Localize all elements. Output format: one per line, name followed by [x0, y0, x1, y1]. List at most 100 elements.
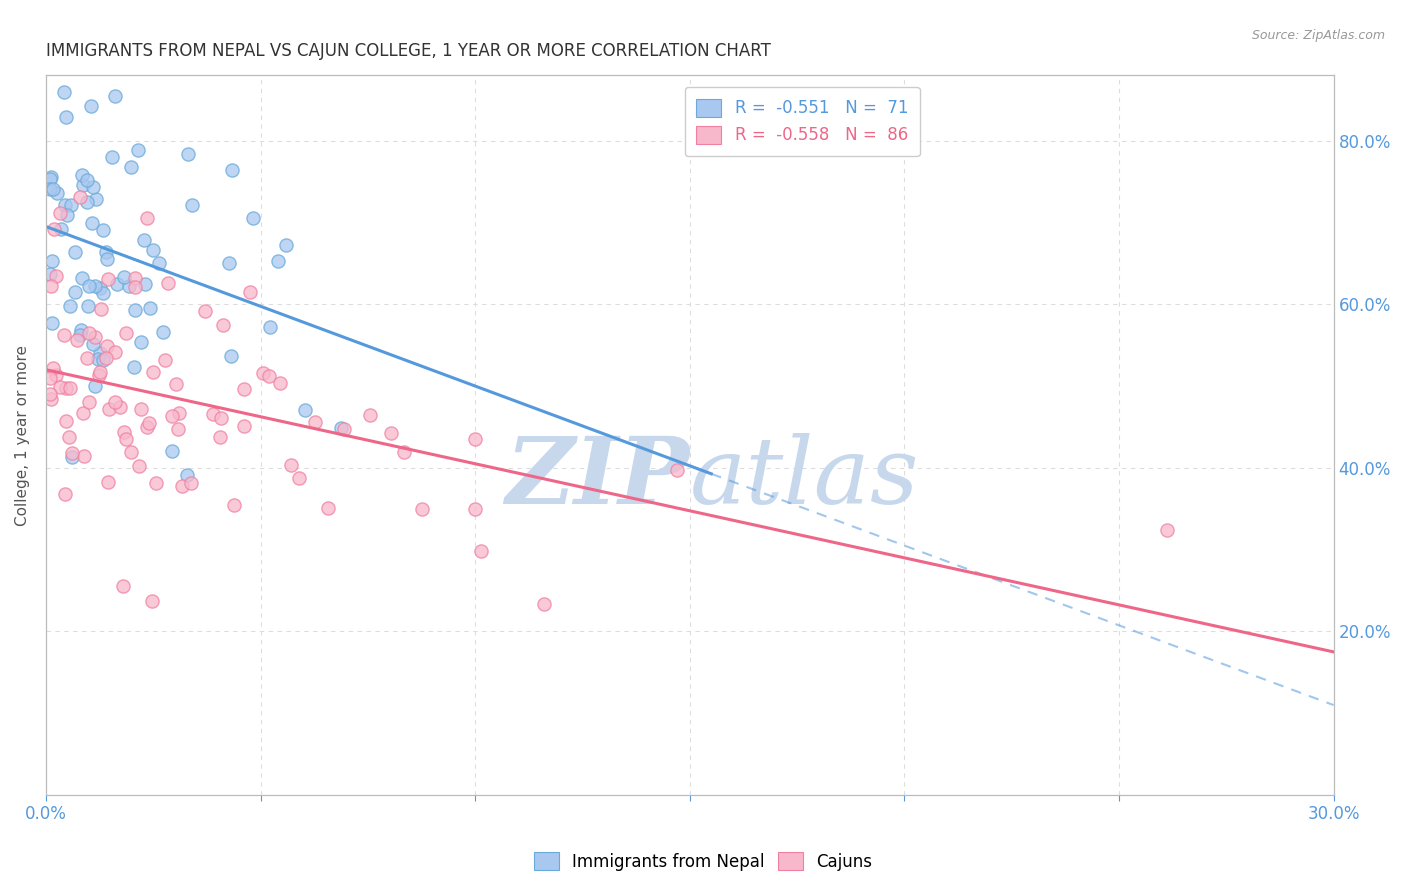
Point — [134, 234, 156, 248]
Text: ZIP: ZIP — [506, 434, 690, 524]
Point — [142, 365, 165, 379]
Point — [105, 277, 128, 291]
Point — [94, 351, 117, 365]
Point — [39, 386, 62, 401]
Point — [124, 270, 146, 285]
Point — [39, 171, 62, 186]
Point — [221, 163, 243, 178]
Point — [470, 544, 492, 558]
Point — [41, 392, 63, 407]
Point — [110, 400, 132, 414]
Point — [55, 110, 77, 124]
Point — [219, 349, 242, 363]
Point — [120, 445, 142, 459]
Point — [145, 476, 167, 491]
Point — [177, 147, 200, 161]
Point — [76, 351, 98, 365]
Point — [70, 270, 93, 285]
Point — [39, 170, 62, 185]
Text: Source: ZipAtlas.com: Source: ZipAtlas.com — [1251, 29, 1385, 42]
Point — [73, 449, 96, 463]
Point — [84, 379, 107, 393]
Point — [124, 280, 146, 294]
Point — [104, 394, 127, 409]
Legend: R =  -0.551   N =  71, R =  -0.558   N =  86: R = -0.551 N = 71, R = -0.558 N = 86 — [685, 87, 920, 156]
Point — [76, 173, 98, 187]
Point — [53, 197, 76, 211]
Point — [202, 408, 225, 422]
Point — [52, 85, 75, 99]
Point — [70, 323, 93, 337]
Point — [464, 502, 486, 516]
Point — [82, 180, 104, 194]
Point — [55, 381, 77, 395]
Point — [84, 329, 107, 343]
Point — [233, 419, 256, 434]
Point — [112, 270, 135, 285]
Point — [288, 471, 311, 485]
Point — [66, 333, 89, 347]
Point — [96, 339, 118, 353]
Point — [209, 410, 232, 425]
Point — [129, 402, 152, 417]
Point — [60, 450, 83, 464]
Point — [134, 277, 156, 292]
Point — [392, 445, 415, 459]
Point — [44, 222, 66, 236]
Point — [89, 345, 111, 359]
Point — [60, 445, 83, 459]
Point — [76, 195, 98, 210]
Point — [242, 211, 264, 226]
Point — [411, 501, 433, 516]
Point — [152, 326, 174, 340]
Point — [160, 443, 183, 458]
Point — [84, 192, 107, 206]
Point — [83, 279, 105, 293]
Point — [329, 421, 352, 435]
Point — [90, 301, 112, 316]
Point — [70, 168, 93, 182]
Point — [97, 475, 120, 489]
Point — [211, 318, 233, 332]
Text: IMMIGRANTS FROM NEPAL VS CAJUN COLLEGE, 1 YEAR OR MORE CORRELATION CHART: IMMIGRANTS FROM NEPAL VS CAJUN COLLEGE, … — [46, 42, 770, 60]
Point — [269, 376, 291, 390]
Point — [114, 432, 136, 446]
Point — [58, 430, 80, 444]
Point — [122, 360, 145, 375]
Point — [91, 285, 114, 300]
Point — [79, 99, 101, 113]
Point — [51, 222, 73, 236]
Point — [135, 419, 157, 434]
Text: atlas: atlas — [690, 434, 920, 524]
Point — [141, 593, 163, 607]
Point — [87, 352, 110, 367]
Point — [111, 579, 134, 593]
Point — [124, 302, 146, 317]
Point — [69, 328, 91, 343]
Point — [194, 304, 217, 318]
Legend: Immigrants from Nepal, Cajuns: Immigrants from Nepal, Cajuns — [526, 844, 880, 880]
Point — [39, 268, 62, 282]
Point — [1156, 523, 1178, 537]
Point — [59, 198, 82, 212]
Point — [77, 299, 100, 313]
Point — [127, 143, 149, 157]
Point — [148, 256, 170, 270]
Point — [39, 182, 62, 196]
Point — [63, 244, 86, 259]
Point — [46, 186, 69, 201]
Point — [94, 245, 117, 260]
Point — [45, 368, 67, 382]
Point — [77, 326, 100, 340]
Point — [96, 252, 118, 266]
Point — [176, 467, 198, 482]
Point — [82, 216, 104, 230]
Point — [93, 223, 115, 237]
Point — [100, 149, 122, 163]
Point — [160, 409, 183, 423]
Point — [464, 432, 486, 446]
Point — [77, 395, 100, 409]
Point — [136, 211, 159, 226]
Point — [72, 178, 94, 192]
Point — [232, 382, 254, 396]
